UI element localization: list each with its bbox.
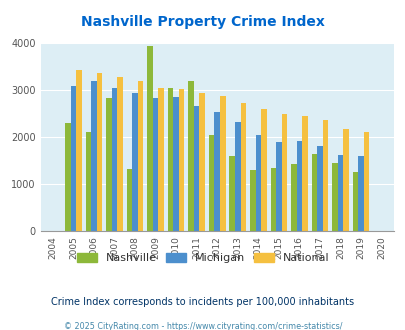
Bar	[352, 172, 357, 231]
Bar	[296, 141, 301, 231]
Bar	[167, 88, 173, 231]
Bar	[209, 135, 214, 231]
Bar	[255, 135, 260, 231]
Bar	[188, 81, 194, 231]
Bar	[111, 87, 117, 231]
Bar	[96, 74, 102, 231]
Bar	[173, 97, 179, 231]
Bar	[275, 142, 281, 231]
Bar	[158, 88, 164, 231]
Bar	[331, 163, 337, 231]
Bar	[311, 154, 316, 231]
Bar	[138, 81, 143, 231]
Legend: Nashville, Michigan, National: Nashville, Michigan, National	[73, 249, 332, 267]
Bar	[70, 86, 76, 231]
Bar	[152, 98, 158, 231]
Bar	[117, 77, 123, 231]
Bar	[316, 147, 322, 231]
Bar	[106, 98, 111, 231]
Bar	[290, 164, 296, 231]
Bar	[199, 93, 205, 231]
Bar	[91, 81, 96, 231]
Bar	[342, 129, 348, 231]
Bar	[240, 103, 245, 231]
Bar	[76, 70, 81, 231]
Bar	[132, 93, 138, 231]
Bar	[249, 170, 255, 231]
Bar	[260, 109, 266, 231]
Bar	[234, 122, 240, 231]
Bar	[229, 156, 234, 231]
Bar	[363, 132, 369, 231]
Bar	[301, 116, 307, 231]
Bar	[270, 168, 275, 231]
Text: Nashville Property Crime Index: Nashville Property Crime Index	[81, 15, 324, 29]
Bar	[179, 89, 184, 231]
Bar	[126, 169, 132, 231]
Bar	[194, 106, 199, 231]
Text: © 2025 CityRating.com - https://www.cityrating.com/crime-statistics/: © 2025 CityRating.com - https://www.city…	[64, 322, 341, 330]
Bar	[147, 46, 152, 231]
Bar	[214, 112, 220, 231]
Bar	[281, 114, 286, 231]
Bar	[65, 123, 70, 231]
Bar	[357, 156, 363, 231]
Bar	[85, 132, 91, 231]
Bar	[322, 119, 327, 231]
Text: Crime Index corresponds to incidents per 100,000 inhabitants: Crime Index corresponds to incidents per…	[51, 297, 354, 307]
Bar	[220, 96, 225, 231]
Bar	[337, 155, 342, 231]
